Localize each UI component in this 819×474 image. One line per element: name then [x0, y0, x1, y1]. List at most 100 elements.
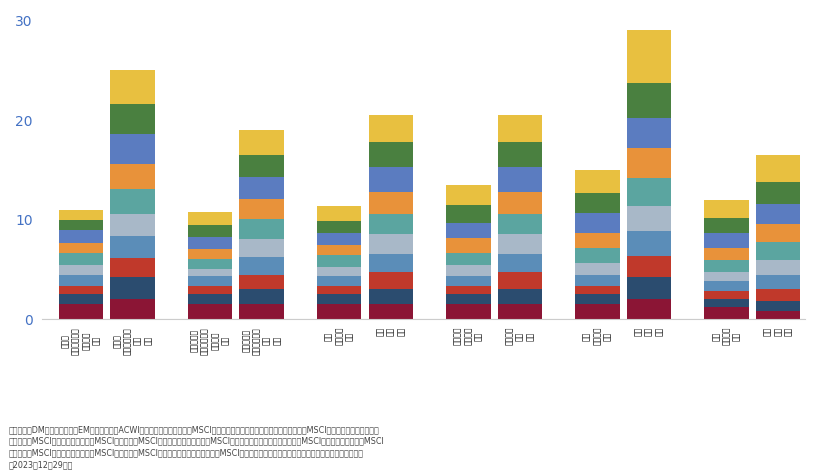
- Bar: [188, 237, 232, 248]
- Bar: [59, 294, 103, 304]
- Bar: [446, 294, 490, 304]
- Bar: [59, 264, 103, 274]
- Bar: [59, 210, 103, 220]
- Bar: [59, 253, 103, 264]
- Bar: [497, 304, 541, 319]
- Bar: [188, 294, 232, 304]
- Bar: [368, 304, 413, 319]
- Bar: [239, 219, 283, 238]
- Bar: [59, 230, 103, 243]
- Bar: [446, 223, 490, 237]
- Bar: [239, 274, 283, 290]
- Bar: [497, 115, 541, 142]
- Bar: [188, 225, 232, 237]
- Bar: [626, 277, 671, 300]
- Bar: [316, 245, 361, 255]
- Bar: [626, 30, 671, 83]
- Bar: [497, 192, 541, 214]
- Bar: [704, 218, 748, 233]
- Bar: [755, 182, 799, 204]
- Bar: [111, 214, 155, 236]
- Bar: [111, 189, 155, 214]
- Bar: [239, 256, 283, 274]
- Bar: [188, 269, 232, 276]
- Bar: [626, 231, 671, 255]
- Bar: [497, 290, 541, 304]
- Bar: [497, 272, 541, 290]
- Bar: [704, 272, 748, 282]
- Bar: [574, 247, 619, 263]
- Bar: [704, 233, 748, 247]
- Bar: [316, 276, 361, 286]
- Bar: [59, 304, 103, 319]
- Bar: [574, 286, 619, 294]
- Bar: [497, 254, 541, 272]
- Bar: [755, 260, 799, 274]
- Bar: [704, 307, 748, 319]
- Bar: [111, 164, 155, 189]
- Bar: [111, 257, 155, 277]
- Bar: [755, 242, 799, 260]
- Bar: [316, 221, 361, 233]
- Bar: [626, 206, 671, 231]
- Bar: [755, 301, 799, 311]
- Bar: [188, 248, 232, 259]
- Bar: [111, 134, 155, 164]
- Bar: [188, 212, 232, 225]
- Bar: [755, 274, 799, 290]
- Bar: [316, 255, 361, 266]
- Bar: [704, 282, 748, 292]
- Bar: [368, 234, 413, 254]
- Bar: [368, 115, 413, 142]
- Bar: [446, 253, 490, 264]
- Bar: [497, 234, 541, 254]
- Bar: [446, 185, 490, 205]
- Bar: [626, 178, 671, 206]
- Bar: [626, 118, 671, 148]
- Bar: [59, 274, 103, 286]
- Bar: [755, 204, 799, 224]
- Bar: [111, 236, 155, 257]
- Bar: [368, 142, 413, 167]
- Bar: [316, 304, 361, 319]
- Bar: [368, 272, 413, 290]
- Bar: [574, 170, 619, 193]
- Bar: [755, 224, 799, 242]
- Bar: [239, 304, 283, 319]
- Bar: [368, 192, 413, 214]
- Bar: [239, 238, 283, 256]
- Bar: [446, 237, 490, 253]
- Bar: [188, 286, 232, 294]
- Bar: [368, 290, 413, 304]
- Bar: [111, 70, 155, 104]
- Bar: [59, 286, 103, 294]
- Bar: [755, 311, 799, 319]
- Bar: [574, 233, 619, 247]
- Bar: [497, 142, 541, 167]
- Bar: [446, 205, 490, 223]
- Bar: [446, 304, 490, 319]
- Bar: [446, 286, 490, 294]
- Bar: [316, 286, 361, 294]
- Bar: [574, 193, 619, 213]
- Bar: [704, 247, 748, 260]
- Bar: [188, 259, 232, 269]
- Bar: [446, 264, 490, 276]
- Bar: [574, 263, 619, 274]
- Bar: [704, 260, 748, 272]
- Bar: [497, 214, 541, 234]
- Bar: [188, 276, 232, 286]
- Bar: [626, 83, 671, 118]
- Bar: [497, 167, 541, 192]
- Bar: [704, 200, 748, 218]
- Bar: [755, 155, 799, 182]
- Bar: [755, 290, 799, 301]
- Bar: [111, 300, 155, 319]
- Bar: [59, 243, 103, 253]
- Bar: [446, 276, 490, 286]
- Bar: [626, 255, 671, 277]
- Bar: [704, 292, 748, 300]
- Bar: [239, 199, 283, 219]
- Bar: [316, 233, 361, 245]
- Bar: [574, 213, 619, 233]
